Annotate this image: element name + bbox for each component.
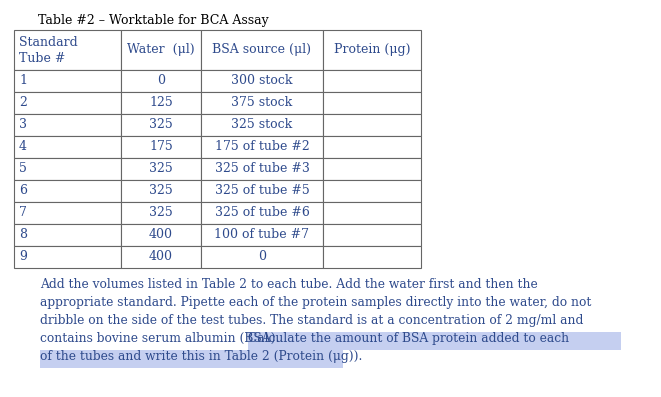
Bar <box>323 224 421 246</box>
Bar <box>121 202 201 224</box>
Bar <box>14 158 121 180</box>
Text: 125: 125 <box>149 96 173 110</box>
Text: dribble on the side of the test tubes. The standard is at a concentration of 2 m: dribble on the side of the test tubes. T… <box>40 314 584 327</box>
Bar <box>121 180 201 202</box>
Bar <box>323 180 421 202</box>
Bar <box>248 332 621 350</box>
Bar <box>14 246 121 268</box>
Bar <box>14 114 121 136</box>
Bar <box>201 136 323 158</box>
Text: Table #2 – Worktable for BCA Assay: Table #2 – Worktable for BCA Assay <box>38 14 269 27</box>
Text: 0: 0 <box>258 251 266 264</box>
Bar <box>201 114 323 136</box>
Text: 325 of tube #5: 325 of tube #5 <box>215 185 309 197</box>
Text: 400: 400 <box>149 251 173 264</box>
Bar <box>323 246 421 268</box>
Bar <box>201 202 323 224</box>
Bar <box>14 70 121 92</box>
Bar <box>121 224 201 246</box>
Text: 3: 3 <box>19 118 27 131</box>
Text: 325 of tube #3: 325 of tube #3 <box>215 162 309 175</box>
Text: 175: 175 <box>149 141 173 154</box>
Bar <box>121 158 201 180</box>
Bar <box>323 202 421 224</box>
Bar <box>14 92 121 114</box>
Text: 400: 400 <box>149 229 173 241</box>
Text: 5: 5 <box>19 162 27 175</box>
Bar <box>201 224 323 246</box>
Bar <box>201 180 323 202</box>
Bar <box>323 114 421 136</box>
Text: 0: 0 <box>157 75 165 87</box>
Bar <box>14 30 121 70</box>
Bar <box>121 30 201 70</box>
Text: 325: 325 <box>149 185 173 197</box>
Text: 100 of tube #7: 100 of tube #7 <box>215 229 309 241</box>
Bar <box>323 158 421 180</box>
Text: 325 stock: 325 stock <box>231 118 293 131</box>
Text: Add the volumes listed in Table 2 to each tube. Add the water first and then the: Add the volumes listed in Table 2 to eac… <box>40 278 538 291</box>
Bar <box>323 30 421 70</box>
Text: 8: 8 <box>19 229 27 241</box>
Text: Water  (μl): Water (μl) <box>127 44 195 56</box>
Bar <box>323 136 421 158</box>
Bar <box>201 158 323 180</box>
Bar <box>40 350 344 368</box>
Bar <box>121 136 201 158</box>
Text: 325 of tube #6: 325 of tube #6 <box>215 206 309 220</box>
Text: 325: 325 <box>149 206 173 220</box>
Text: Tube #: Tube # <box>19 52 65 65</box>
Text: 7: 7 <box>19 206 27 220</box>
Text: appropriate standard. Pipette each of the protein samples directly into the wate: appropriate standard. Pipette each of th… <box>40 296 592 309</box>
Text: 4: 4 <box>19 141 27 154</box>
Text: 2: 2 <box>19 96 27 110</box>
Text: BSA source (μl): BSA source (μl) <box>212 44 311 56</box>
Text: 175 of tube #2: 175 of tube #2 <box>215 141 309 154</box>
Bar <box>201 30 323 70</box>
Bar <box>201 70 323 92</box>
Text: Standard: Standard <box>19 36 78 49</box>
Text: 325: 325 <box>149 118 173 131</box>
Bar <box>14 202 121 224</box>
Text: Calculate the amount of BSA protein added to each: Calculate the amount of BSA protein adde… <box>248 332 569 345</box>
Bar <box>121 246 201 268</box>
Bar <box>121 92 201 114</box>
Bar <box>14 180 121 202</box>
Bar <box>201 246 323 268</box>
Text: Protein (μg): Protein (μg) <box>334 44 410 56</box>
Text: 375 stock: 375 stock <box>231 96 293 110</box>
Bar <box>121 70 201 92</box>
Bar <box>14 136 121 158</box>
Text: contains bovine serum albumin (BSA).: contains bovine serum albumin (BSA). <box>40 332 284 345</box>
Bar <box>121 114 201 136</box>
Text: of the tubes and write this in Table 2 (Protein (μg)).: of the tubes and write this in Table 2 (… <box>40 350 362 363</box>
Text: 9: 9 <box>19 251 27 264</box>
Bar <box>14 224 121 246</box>
Bar <box>201 92 323 114</box>
Text: 6: 6 <box>19 185 27 197</box>
Text: 1: 1 <box>19 75 27 87</box>
Text: 325: 325 <box>149 162 173 175</box>
Bar <box>323 92 421 114</box>
Text: 300 stock: 300 stock <box>231 75 293 87</box>
Bar <box>323 70 421 92</box>
